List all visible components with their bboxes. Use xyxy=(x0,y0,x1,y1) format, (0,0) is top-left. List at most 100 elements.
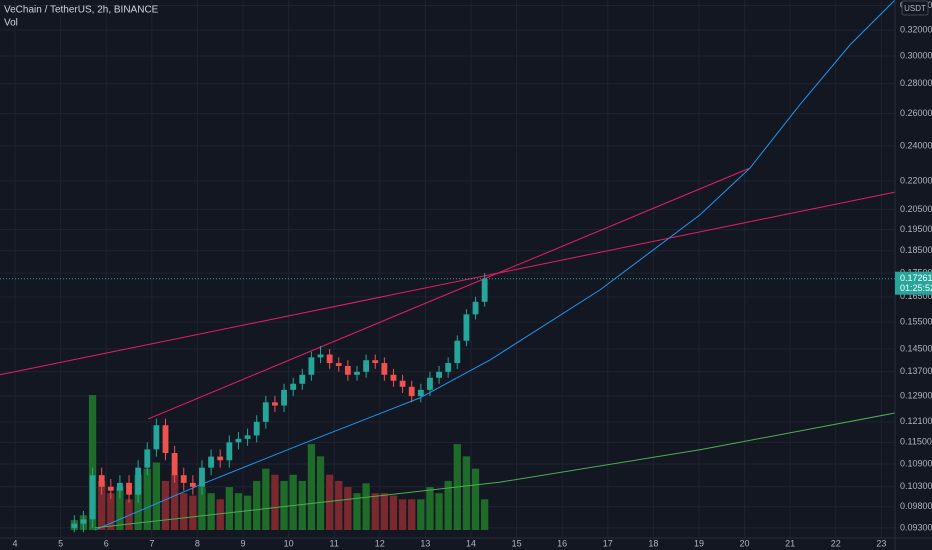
candle-body xyxy=(472,301,479,315)
volume-bar xyxy=(280,480,288,530)
candle-body xyxy=(335,363,342,366)
candle-body xyxy=(107,486,114,491)
currency-label[interactable]: USDT xyxy=(904,4,926,13)
candle-body xyxy=(272,402,278,406)
candle-body xyxy=(436,371,442,378)
candle-body xyxy=(463,314,470,341)
currency-box[interactable] xyxy=(901,0,929,16)
volume-bar xyxy=(271,474,279,530)
candle-body xyxy=(217,456,224,461)
trend-line xyxy=(148,167,751,420)
volume-bar xyxy=(253,480,261,530)
candle-body xyxy=(454,340,461,364)
candle-body xyxy=(144,449,151,468)
volume-bar xyxy=(371,493,379,530)
volume-bar xyxy=(107,493,115,530)
x-tick-label: 11 xyxy=(330,538,339,548)
candle-body xyxy=(171,452,178,476)
volume-bar xyxy=(389,495,398,530)
volume-bar xyxy=(444,480,452,530)
x-tick-label: 13 xyxy=(420,538,430,548)
candle-body xyxy=(199,467,205,487)
x-tick-label: 15 xyxy=(512,538,522,548)
x-tick-label: 16 xyxy=(557,538,567,548)
candle-body xyxy=(80,519,87,524)
trend-line xyxy=(94,0,896,531)
volume-bar xyxy=(408,499,416,530)
candle-body xyxy=(417,389,424,397)
candle-body xyxy=(408,386,415,397)
volume-bar xyxy=(335,480,343,530)
candle-body xyxy=(317,354,324,358)
x-tick-label: 8 xyxy=(195,538,200,548)
volume-bar xyxy=(462,456,471,530)
candle-body xyxy=(180,475,187,483)
x-tick-label: 12 xyxy=(375,538,385,548)
volume-bar xyxy=(353,493,361,530)
volume-bar xyxy=(307,444,316,530)
volume-bar xyxy=(180,493,188,530)
countdown-label: 01:25:52 xyxy=(900,283,932,293)
candle-body xyxy=(244,435,251,439)
candle-body xyxy=(381,363,388,375)
volume-bar xyxy=(316,456,325,530)
volume-bar xyxy=(398,499,407,530)
candle-body xyxy=(98,475,105,487)
candles xyxy=(71,273,488,533)
candle-body xyxy=(226,442,233,461)
candle-body xyxy=(89,475,96,520)
candle-body xyxy=(135,467,142,495)
x-tick-label: 14 xyxy=(466,538,476,548)
volume-bar xyxy=(289,474,297,530)
candle-body xyxy=(253,421,260,436)
candle-body xyxy=(116,482,123,491)
trend-line xyxy=(0,191,896,376)
volume-bar xyxy=(325,474,334,530)
trend-line xyxy=(94,412,896,529)
volume-bar xyxy=(207,493,215,530)
candle-body xyxy=(299,374,306,384)
volume-bar xyxy=(344,487,352,530)
candle-body xyxy=(162,425,169,453)
candle-body xyxy=(208,456,215,468)
volume-bar xyxy=(471,468,480,530)
x-tick-label: 21 xyxy=(785,538,795,548)
volume-bar xyxy=(216,499,224,530)
volume-bar xyxy=(125,499,133,530)
candle-body xyxy=(153,425,160,450)
volume-bar xyxy=(435,493,443,530)
x-tick-label: 22 xyxy=(831,538,841,548)
drawings xyxy=(0,0,896,531)
candle-body xyxy=(281,389,287,406)
volume-bar xyxy=(243,495,252,530)
volume-bar xyxy=(161,480,170,530)
y-tick-label: 0.320000 xyxy=(900,24,932,34)
volume-bar xyxy=(298,480,306,530)
x-tick-label: 17 xyxy=(603,538,613,548)
candle-body xyxy=(427,377,433,390)
x-tick-label: 5 xyxy=(58,538,63,548)
candle-body xyxy=(481,278,488,302)
last-price-label: 0.17261 xyxy=(900,273,932,283)
candle-body xyxy=(126,482,132,495)
volume-bar xyxy=(362,483,370,530)
volume-bar xyxy=(189,495,197,530)
candle-body xyxy=(372,360,379,364)
candle-body xyxy=(235,438,242,443)
